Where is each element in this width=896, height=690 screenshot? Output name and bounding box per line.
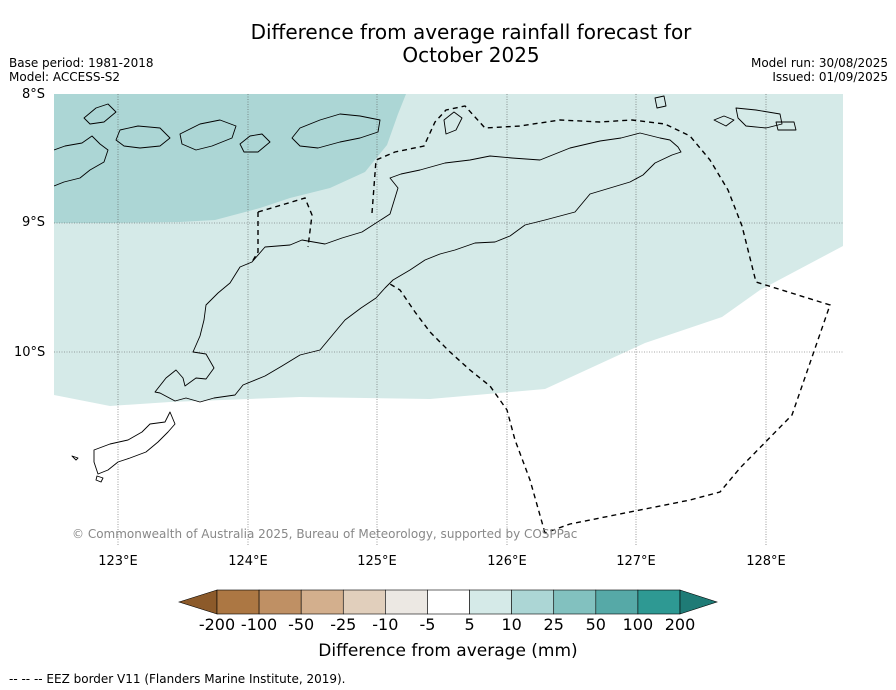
- lon-label-124e: 124°E: [228, 554, 268, 569]
- copyright-text: © Commonwealth of Australia 2025, Bureau…: [72, 527, 578, 541]
- colorbar-tick-label: -50: [288, 615, 315, 634]
- coastline-rote: [93, 411, 176, 475]
- model-run-text: Model run: 30/08/2025: [750, 56, 888, 70]
- coastline-lomblen: [179, 119, 237, 151]
- coastline-wetar: [291, 113, 381, 149]
- graticule: [54, 94, 843, 546]
- lon-label-126e: 126°E: [487, 554, 527, 569]
- coastline-islet: [71, 455, 79, 461]
- map-title-line2: October 2025: [402, 43, 540, 67]
- lat-label-9s: 9°S: [22, 215, 46, 230]
- model-text: Model: ACCESS-S2: [9, 70, 121, 84]
- issued-text: Issued: 01/09/2025: [772, 70, 888, 84]
- coastline-island-small-4: [713, 115, 735, 127]
- lon-label-125e: 125°E: [357, 554, 397, 569]
- coastline-timor: [154, 132, 682, 403]
- coastline-islet-2: [95, 475, 104, 483]
- coastline-island-small-7: [443, 111, 463, 135]
- coastline-flores-pantar: [54, 135, 109, 187]
- colorbar-tick-label: 10: [501, 615, 522, 634]
- colorbar-tick-label: 50: [585, 615, 606, 634]
- lon-label-127e: 127°E: [616, 554, 656, 569]
- colorbar-tick-label: -100: [240, 615, 278, 634]
- colorbar-tick-label: 25: [543, 615, 564, 634]
- colorbar-tick-label: -10: [372, 615, 399, 634]
- colorbar-tick-label: 100: [622, 615, 654, 634]
- coastline-island-small-2: [83, 103, 117, 125]
- lon-label-128e: 128°E: [746, 554, 786, 569]
- colorbar-tick-label: -200: [198, 615, 236, 634]
- coastline-alor: [115, 125, 171, 149]
- coastline-island-small-6: [775, 121, 797, 131]
- coastline-island-small-3: [654, 95, 667, 109]
- colorbar-tick-label: 5: [464, 615, 475, 634]
- eez-border: [251, 105, 831, 534]
- map-title-line1: Difference from average rainfall forecas…: [250, 20, 692, 44]
- base-period-text: Base period: 1981-2018: [9, 56, 154, 70]
- eez-footnote: -- -- -- EEZ border V11 (Flanders Marine…: [9, 672, 346, 686]
- coastline-island-small-5: [735, 107, 783, 129]
- lat-label-10s: 10°S: [14, 345, 46, 360]
- colorbar-tick-label: -5: [419, 615, 436, 634]
- lat-label-8s: 8°S: [22, 87, 46, 102]
- coastline-island-small-1: [239, 133, 271, 153]
- lon-label-123e: 123°E: [98, 554, 138, 569]
- coastlines: [54, 95, 797, 483]
- colorbar-tick-label: 200: [664, 615, 696, 634]
- colorbar-title: Difference from average (mm): [318, 641, 578, 661]
- colorbar-tick-label: -25: [330, 615, 357, 634]
